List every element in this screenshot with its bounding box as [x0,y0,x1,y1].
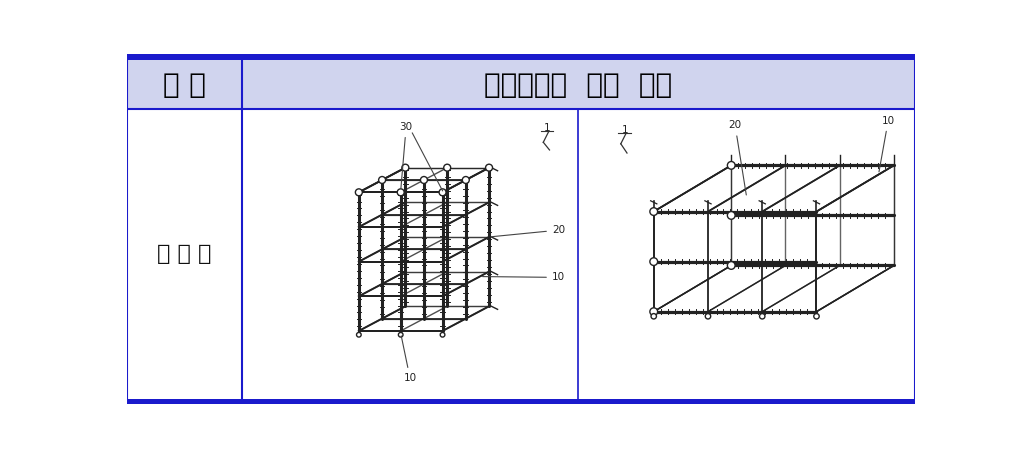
Circle shape [727,162,735,169]
Circle shape [355,189,362,196]
Circle shape [378,177,385,183]
Circle shape [398,189,404,196]
Circle shape [760,314,765,319]
Circle shape [443,164,451,171]
Circle shape [439,189,446,196]
Bar [127,60,915,109]
Circle shape [399,332,403,337]
Text: 1: 1 [544,123,550,133]
Circle shape [650,208,658,215]
Circle shape [651,314,656,319]
Circle shape [402,164,409,171]
Bar [127,54,915,60]
Circle shape [650,258,658,266]
Circle shape [463,177,469,183]
Circle shape [814,314,820,319]
Circle shape [357,332,361,337]
Text: 10: 10 [402,336,417,383]
Text: 개 요 도: 개 요 도 [158,244,212,264]
Text: 20: 20 [492,225,565,237]
Circle shape [727,262,735,269]
Circle shape [727,212,735,219]
Circle shape [650,308,658,316]
Text: 10: 10 [879,116,895,172]
Text: 구 분: 구 분 [163,70,205,99]
Text: 20: 20 [728,120,746,195]
Bar [127,399,915,404]
Text: 30: 30 [400,122,413,188]
Circle shape [705,314,711,319]
Text: 1: 1 [621,125,627,135]
Circle shape [440,332,444,337]
Circle shape [420,177,427,183]
Text: 횡보강근의  배근  형태: 횡보강근의 배근 형태 [484,70,672,99]
Circle shape [485,164,492,171]
Text: 10: 10 [482,272,565,282]
